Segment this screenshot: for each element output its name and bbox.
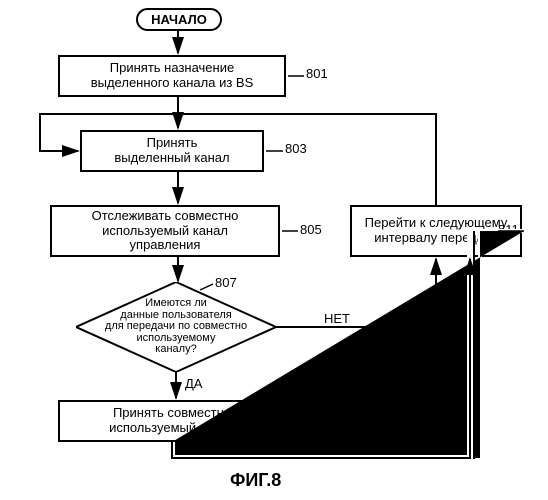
box-805-text: Отслеживать совместно используемый канал… bbox=[92, 209, 239, 254]
tag-801-text: 801 bbox=[306, 66, 328, 81]
figure-caption: ФИГ.8 bbox=[230, 470, 281, 491]
figure-caption-text: ФИГ.8 bbox=[230, 470, 281, 490]
tag-809-text: 809 bbox=[306, 411, 328, 426]
box-801-text: Принять назначение выделенного канала из… bbox=[91, 61, 254, 91]
edge-yes-label: ДА bbox=[185, 376, 202, 391]
box-809: Принять совместно используемый канал bbox=[58, 400, 286, 442]
tag-809: 809 bbox=[306, 411, 328, 426]
tag-807-text: 807 bbox=[215, 275, 237, 290]
edge-no-label: НЕТ bbox=[324, 311, 350, 326]
flowchart-canvas: НАЧАЛО Принять назначение выделенного ка… bbox=[0, 0, 548, 500]
tag-805: 805 bbox=[300, 222, 322, 237]
start-node: НАЧАЛО bbox=[136, 8, 222, 31]
box-801: Принять назначение выделенного канала из… bbox=[58, 55, 286, 97]
box-803: Принять выделенный канал bbox=[80, 130, 264, 172]
edge-no-text: НЕТ bbox=[324, 311, 350, 326]
edge-yes-text: ДА bbox=[185, 376, 202, 391]
box-803-text: Принять выделенный канал bbox=[114, 136, 229, 166]
tag-805-text: 805 bbox=[300, 222, 322, 237]
tag-801: 801 bbox=[306, 66, 328, 81]
decision-807: Имеются ли данные пользователя для перед… bbox=[76, 282, 276, 372]
box-809-text: Принять совместно используемый канал bbox=[109, 406, 235, 436]
start-label: НАЧАЛО bbox=[151, 12, 207, 27]
tag-811: 811 bbox=[500, 222, 504, 237]
decision-807-text: Имеются ли данные пользователя для перед… bbox=[105, 298, 247, 356]
tag-803: 803 bbox=[285, 141, 307, 156]
tag-811-text: 811 bbox=[498, 222, 519, 237]
box-811: Перейти к следующему интервалу передачи bbox=[350, 205, 522, 257]
box-811-text: Перейти к следующему интервалу передачи bbox=[365, 216, 508, 246]
tag-807: 807 bbox=[215, 275, 237, 290]
tag-803-text: 803 bbox=[285, 141, 307, 156]
box-805: Отслеживать совместно используемый канал… bbox=[50, 205, 280, 257]
